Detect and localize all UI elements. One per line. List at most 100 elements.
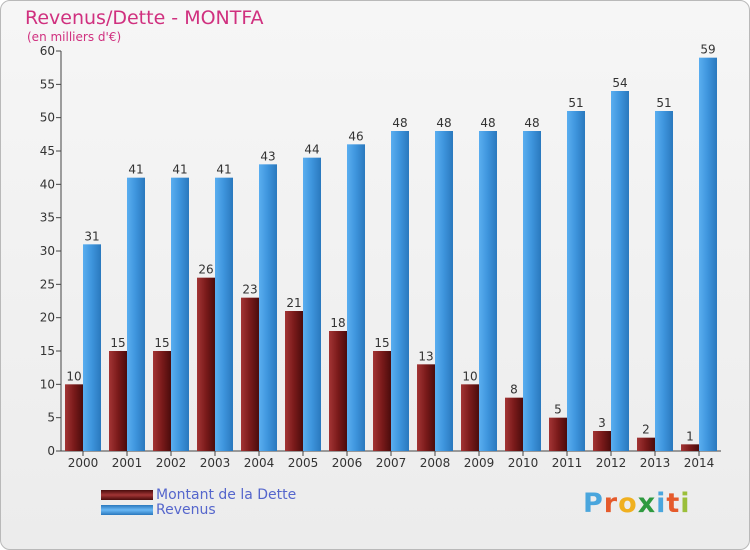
data-label-dette: 5 <box>554 403 562 417</box>
data-label-revenus: 31 <box>84 229 99 243</box>
data-label-dette: 3 <box>598 416 606 430</box>
data-label-revenus: 43 <box>260 149 275 163</box>
bar-revenus <box>215 177 233 451</box>
data-label-dette: 8 <box>510 383 518 397</box>
logo-letter: P <box>583 488 604 519</box>
bar-dette <box>637 437 655 451</box>
x-tick-label: 2008 <box>420 456 451 470</box>
bar-revenus <box>655 111 673 451</box>
data-label-revenus: 44 <box>304 143 319 157</box>
legend-swatch-dette <box>101 489 153 500</box>
y-tick-label: 10 <box>40 377 55 391</box>
legend-label-revenus: Revenus <box>156 501 216 518</box>
bar-revenus <box>567 111 585 451</box>
y-tick-label: 45 <box>40 144 55 158</box>
y-tick-label: 30 <box>40 244 55 258</box>
bar-dette <box>329 331 347 451</box>
y-tick-label: 0 <box>47 444 55 458</box>
y-tick-label: 5 <box>47 411 55 425</box>
bar-dette <box>241 297 259 451</box>
bar-dette <box>285 311 303 451</box>
bar-dette <box>505 397 523 451</box>
data-label-dette: 15 <box>110 336 125 350</box>
legend: Montant de la Dette Revenus <box>101 486 297 518</box>
data-label-revenus: 51 <box>568 96 583 110</box>
x-tick-label: 2007 <box>376 456 407 470</box>
y-tick-label: 20 <box>40 311 55 325</box>
bar-dette <box>197 277 215 451</box>
y-tick-label: 50 <box>40 111 55 125</box>
bar-dette <box>65 384 83 451</box>
bar-dette <box>593 431 611 451</box>
data-label-dette: 18 <box>330 316 345 330</box>
data-label-dette: 2 <box>642 423 650 437</box>
data-label-dette: 13 <box>418 349 433 363</box>
legend-item-dette: Montant de la Dette <box>101 486 297 503</box>
y-tick-label: 40 <box>40 177 55 191</box>
x-tick-label: 2011 <box>552 456 583 470</box>
bar-revenus <box>347 144 365 452</box>
bar-dette <box>681 444 699 451</box>
y-tick-label: 55 <box>40 77 55 91</box>
data-label-revenus: 48 <box>436 116 451 130</box>
x-tick-label: 2013 <box>640 456 671 470</box>
data-label-revenus: 41 <box>128 163 143 177</box>
data-label-revenus: 48 <box>480 116 495 130</box>
y-tick-label: 15 <box>40 344 55 358</box>
legend-item-revenus: Revenus <box>101 501 296 518</box>
x-tick-label: 2003 <box>200 456 231 470</box>
data-label-revenus: 54 <box>612 76 627 90</box>
data-label-dette: 10 <box>462 369 477 383</box>
bar-dette <box>373 351 391 451</box>
y-tick-label: 35 <box>40 211 55 225</box>
data-label-dette: 10 <box>66 369 81 383</box>
data-label-revenus: 48 <box>392 116 407 130</box>
x-tick-label: 2004 <box>244 456 275 470</box>
bar-revenus <box>523 131 541 451</box>
bar-revenus <box>127 177 145 451</box>
logo-letter: i <box>656 488 667 519</box>
logo-letter: i <box>680 488 691 519</box>
bar-revenus <box>699 57 717 452</box>
data-label-dette: 21 <box>286 296 301 310</box>
logo-letter: r <box>603 488 619 519</box>
logo-letter: o <box>618 488 638 519</box>
data-label-revenus: 46 <box>348 129 363 143</box>
bar-dette <box>153 351 171 451</box>
data-label-dette: 15 <box>374 336 389 350</box>
x-tick-label: 2006 <box>332 456 363 470</box>
legend-label-dette: Montant de la Dette <box>156 486 297 503</box>
data-label-revenus: 59 <box>700 43 715 57</box>
bar-dette <box>549 417 567 451</box>
x-tick-label: 2000 <box>68 456 99 470</box>
data-label-dette: 15 <box>154 336 169 350</box>
legend-swatch-revenus <box>101 504 153 515</box>
chart-subtitle: (en milliers d'€) <box>27 30 122 44</box>
data-label-dette: 23 <box>242 283 257 297</box>
bar-revenus <box>171 177 189 451</box>
bar-revenus <box>259 164 277 452</box>
bar-revenus <box>391 131 409 451</box>
x-tick-label: 2009 <box>464 456 495 470</box>
chart-title: Revenus/Dette - MONTFA <box>25 7 264 29</box>
x-tick-label: 2012 <box>596 456 627 470</box>
data-label-revenus: 41 <box>172 163 187 177</box>
y-tick-label: 60 <box>40 44 55 58</box>
data-label-revenus: 48 <box>524 116 539 130</box>
bar-dette <box>109 351 127 451</box>
x-tick-label: 2001 <box>112 456 143 470</box>
data-label-dette: 26 <box>198 263 213 277</box>
x-tick-label: 2005 <box>288 456 319 470</box>
bar-dette <box>461 384 479 451</box>
proxiti-logo: Proxiti <box>583 488 691 519</box>
data-label-revenus: 41 <box>216 163 231 177</box>
bar-revenus <box>435 131 453 451</box>
logo-letter: t <box>666 488 681 519</box>
x-tick-label: 2010 <box>508 456 539 470</box>
data-label-revenus: 51 <box>656 96 671 110</box>
logo-letter: x <box>637 488 657 519</box>
bar-dette <box>417 364 435 451</box>
x-tick-label: 2002 <box>156 456 187 470</box>
bar-revenus <box>611 91 629 451</box>
